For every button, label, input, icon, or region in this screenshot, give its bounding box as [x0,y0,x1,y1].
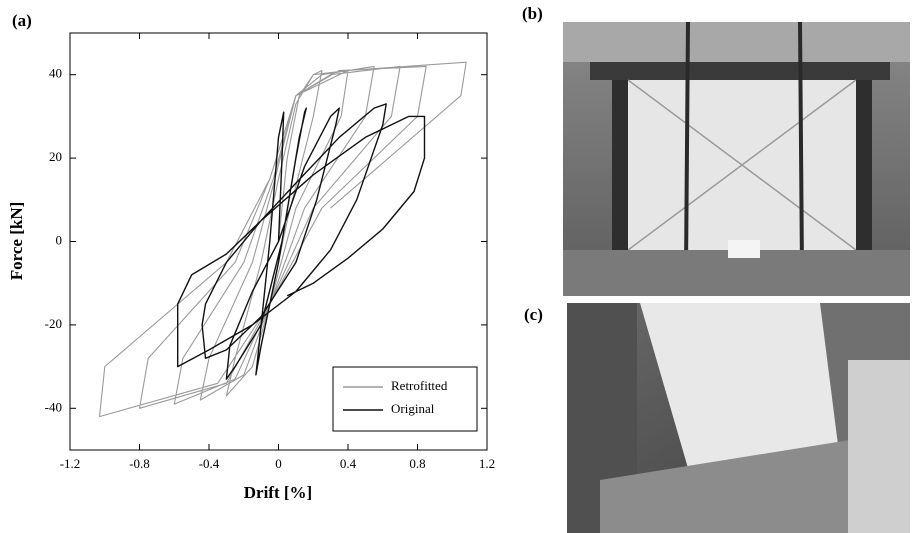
panel-label: (c) [524,305,543,324]
x-tick-label: -0.4 [199,456,220,471]
legend-label: Original [391,401,435,416]
legend-label: Retrofitted [391,378,448,393]
y-tick-label: -20 [45,316,62,331]
x-tick-label: -1.2 [60,456,81,471]
panel-label: (b) [522,4,543,23]
x-tick-label: 1.2 [479,456,495,471]
x-axis-label: Drift [%] [244,483,312,502]
y-axis-label: Force [kN] [7,202,26,281]
y-tick-label: 40 [49,66,62,81]
panel-label: (a) [12,11,32,30]
x-tick-label: -0.8 [129,456,150,471]
legend-box [332,366,478,432]
y-tick-label: 20 [49,149,62,164]
x-tick-label: 0 [275,456,282,471]
photo-c [567,303,910,533]
y-tick-label: -40 [45,399,62,414]
x-tick-label: 0.4 [340,456,357,471]
y-tick-label: 0 [56,232,63,247]
series-line [177,103,426,380]
chart: (a) Drift [%] Force [kN] [7,11,312,502]
x-tick-label: 0.8 [409,456,425,471]
photo-b [563,21,910,296]
series-line [98,61,467,418]
